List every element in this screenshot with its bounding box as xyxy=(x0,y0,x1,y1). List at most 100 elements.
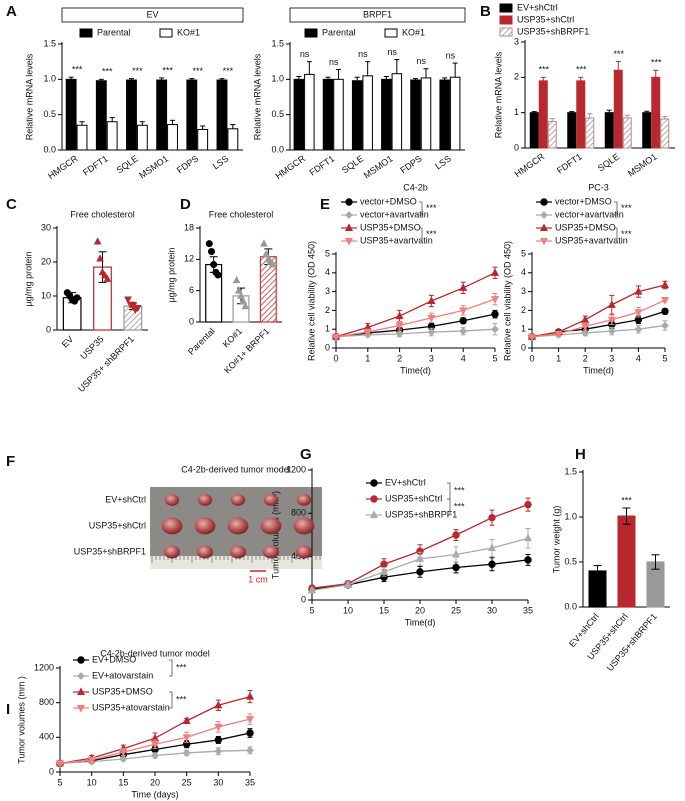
row-label: EV+shCtrl xyxy=(105,494,146,504)
x-tick-label: 35 xyxy=(523,605,533,615)
bar xyxy=(106,121,118,151)
legend-label: vector+avartvatin xyxy=(360,209,429,219)
data-point xyxy=(395,329,404,338)
y-tick-label: 0.0 xyxy=(271,144,284,154)
y-tick-label: 30 xyxy=(41,222,51,232)
title-box xyxy=(289,7,466,23)
x-tick-label: HMGCR xyxy=(274,153,308,181)
marker xyxy=(540,198,548,206)
marker xyxy=(540,211,548,219)
legend-label: USP35+DMSO xyxy=(360,222,421,232)
data-point xyxy=(487,543,497,552)
bar xyxy=(381,78,392,151)
y-axis-label: µg/mg protein xyxy=(166,247,176,302)
data-point xyxy=(246,746,254,755)
legend-label: EV+DMSO xyxy=(92,654,136,664)
bracket xyxy=(447,482,451,500)
data-point xyxy=(133,305,142,313)
line xyxy=(335,328,496,338)
data-point xyxy=(237,291,245,299)
data-point xyxy=(239,296,248,305)
y-tick-label: 3 xyxy=(521,286,526,296)
y-tick-label: 1.5 xyxy=(43,38,56,48)
data-point xyxy=(151,751,159,760)
x-tick-label: 2 xyxy=(397,353,402,363)
data-point xyxy=(245,692,255,700)
bar xyxy=(439,79,450,151)
legend-swatch xyxy=(499,3,513,13)
x-tick-label: MSMO1 xyxy=(137,153,170,180)
data-point xyxy=(488,513,496,522)
legend-label: KO#1 xyxy=(402,27,425,37)
y-tick-label: 1.5 xyxy=(564,466,577,476)
line xyxy=(335,313,496,338)
y-tick-label: 4 xyxy=(521,267,526,277)
x-tick-label: KO#1 xyxy=(221,326,244,349)
legend-label: USP35+avartvatin xyxy=(360,235,433,245)
x-tick-label: 30 xyxy=(487,605,497,615)
legend-label: Parental xyxy=(322,27,356,37)
bar xyxy=(449,76,461,151)
x-tick-label: FDPS xyxy=(398,153,423,175)
annotation: *** xyxy=(426,203,437,213)
bracket xyxy=(169,659,173,677)
marker xyxy=(539,223,549,232)
x-tick-label: USP35 xyxy=(78,334,105,361)
data-point xyxy=(524,556,532,564)
bar xyxy=(529,112,539,149)
bracket xyxy=(419,201,423,216)
annotation: ns xyxy=(446,50,456,60)
x-axis-label: Time(d) xyxy=(405,617,436,627)
tumor xyxy=(197,545,213,559)
data-point xyxy=(234,286,243,294)
marker xyxy=(77,656,85,664)
x-tick-label: EV xyxy=(60,334,76,350)
bar xyxy=(156,79,168,151)
y-tick-label: 0 xyxy=(189,316,194,326)
y-tick-label: 12 xyxy=(184,254,194,264)
legend-label: vector+DMSO xyxy=(360,196,417,206)
bar xyxy=(95,80,107,151)
bar xyxy=(304,73,315,151)
data-point xyxy=(379,567,389,575)
tumor xyxy=(296,494,312,506)
y-tick-label: 5 xyxy=(325,248,330,258)
x-tick-label: 5 xyxy=(57,777,62,787)
y-tick-label: 0.5 xyxy=(564,556,577,566)
data-point xyxy=(459,317,467,325)
annotation: *** xyxy=(132,66,143,76)
panel-label: A xyxy=(6,3,17,20)
x-tick-label: USP35+shBRPF1 xyxy=(605,611,659,673)
data-point xyxy=(581,323,590,331)
annotation: ns xyxy=(387,47,397,57)
tumor xyxy=(164,545,180,559)
x-tick-label: 25 xyxy=(182,777,192,787)
x-tick-label: 35 xyxy=(245,777,255,787)
data-point xyxy=(55,760,65,768)
marker xyxy=(77,672,85,680)
panel-label: F xyxy=(6,453,15,470)
data-point xyxy=(581,315,590,323)
data-point xyxy=(607,300,616,308)
bar xyxy=(227,128,239,151)
bar xyxy=(293,78,305,151)
row-label: USP35+shBRPF1 xyxy=(74,546,146,556)
data-point xyxy=(73,294,81,302)
data-point xyxy=(214,723,223,732)
bar xyxy=(622,117,632,149)
bar xyxy=(167,124,178,151)
annotation: *** xyxy=(192,66,203,76)
bracket xyxy=(447,498,451,516)
ruler xyxy=(150,556,322,569)
data-point xyxy=(260,239,268,247)
x-tick-label: 20 xyxy=(150,777,160,787)
x-tick-label: 5 xyxy=(309,605,314,615)
panel-label: H xyxy=(575,446,586,463)
x-tick-label: 10 xyxy=(343,605,353,615)
x-tick-label: HMGCR xyxy=(513,151,547,179)
y-tick-label: 1 xyxy=(521,324,526,334)
annotation: *** xyxy=(621,203,632,213)
tumor xyxy=(164,494,180,506)
annotation: *** xyxy=(613,49,624,59)
